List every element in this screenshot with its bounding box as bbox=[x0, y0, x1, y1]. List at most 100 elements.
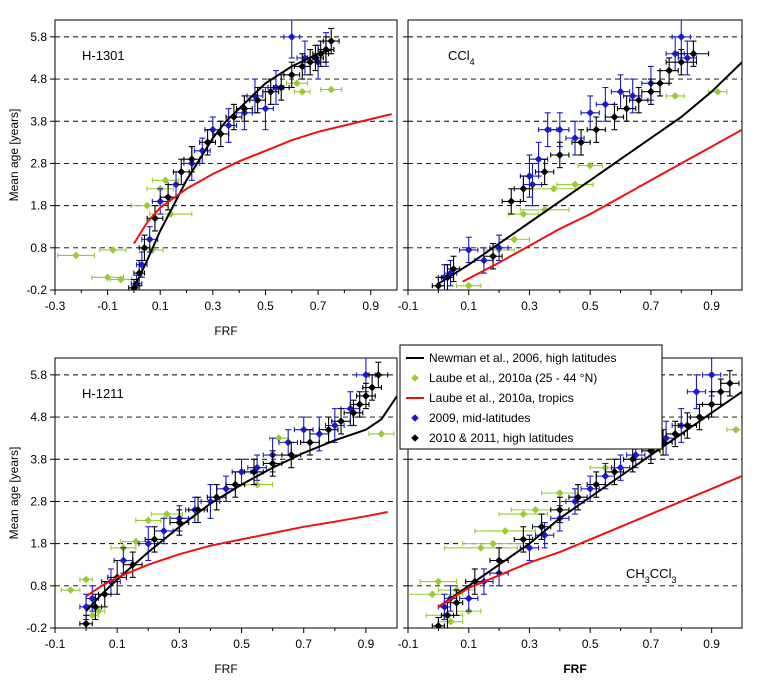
data-point-high_latitudes_2010_2011 bbox=[140, 243, 149, 252]
data-point-laube_midlat bbox=[519, 510, 528, 519]
x-tick-label: 0.1 bbox=[460, 299, 477, 313]
data-point-high_latitudes_2010_2011 bbox=[305, 438, 314, 447]
data-point-high_latitudes_2010_2011 bbox=[725, 379, 734, 388]
data-point-high_latitudes_2010_2011 bbox=[555, 505, 564, 514]
x-tick-label: 0.9 bbox=[362, 299, 379, 313]
data-point-high_latitudes_2010_2011 bbox=[287, 70, 296, 79]
data-point-mid_latitudes_2009 bbox=[628, 91, 637, 100]
data-point-high_latitudes_2010_2011 bbox=[555, 151, 564, 159]
data-point-laube_midlat bbox=[131, 537, 140, 546]
data-point-high_latitudes_2010_2011 bbox=[374, 370, 383, 379]
data-point-high_latitudes_2010_2011 bbox=[622, 104, 631, 113]
data-point-mid_latitudes_2009 bbox=[284, 438, 293, 447]
data-point-high_latitudes_2010_2011 bbox=[677, 58, 686, 67]
data-point-high_latitudes_2010_2011 bbox=[519, 184, 528, 193]
data-point-high_latitudes_2010_2011 bbox=[82, 619, 91, 628]
x-tick-label: -0.3 bbox=[45, 299, 66, 313]
legend-label-laube_tropics: Laube et al., 2010a, tropics bbox=[429, 391, 574, 405]
panel-label: H-1301 bbox=[82, 48, 125, 63]
x-tick-label: 0.1 bbox=[460, 637, 477, 651]
series-mid_latitudes_2009 bbox=[79, 358, 376, 621]
legend-label-high_latitudes_2010_2011: 2010 & 2011, high latitudes bbox=[429, 431, 574, 445]
series-high_latitudes_2010_2011 bbox=[431, 40, 710, 290]
series-line-laube_tropics bbox=[437, 475, 742, 608]
x-tick-label: 0.9 bbox=[703, 299, 720, 313]
data-point-high_latitudes_2010_2011 bbox=[216, 129, 225, 138]
data-point-high_latitudes_2010_2011 bbox=[327, 37, 336, 46]
data-point-mid_latitudes_2009 bbox=[464, 245, 473, 254]
data-point-high_latitudes_2010_2011 bbox=[716, 387, 725, 396]
data-point-laube_midlat bbox=[464, 281, 473, 290]
data-point-high_latitudes_2010_2011 bbox=[628, 455, 637, 464]
x-tick-label: 0.3 bbox=[521, 299, 538, 313]
data-point-high_latitudes_2010_2011 bbox=[707, 400, 716, 409]
series-line-laube_tropics bbox=[85, 511, 388, 598]
data-point-mid_latitudes_2009 bbox=[525, 172, 534, 181]
plot-area bbox=[431, 20, 742, 290]
x-tick-label: 0.3 bbox=[521, 637, 538, 651]
x-tick-label: -0.1 bbox=[398, 637, 419, 651]
data-point-mid_latitudes_2009 bbox=[224, 121, 233, 130]
data-point-mid_latitudes_2009 bbox=[601, 100, 610, 109]
data-point-mid_latitudes_2009 bbox=[479, 256, 488, 265]
series-mid_latitudes_2009 bbox=[130, 20, 335, 290]
x-tick-label: 0.5 bbox=[582, 299, 599, 313]
series-line-newman bbox=[437, 61, 742, 285]
data-point-mid_latitudes_2009 bbox=[145, 235, 154, 244]
data-point-laube_midlat bbox=[510, 235, 519, 244]
data-point-laube_midlat bbox=[66, 586, 75, 594]
x-axis-label: FRF bbox=[214, 324, 237, 338]
data-point-high_latitudes_2010_2011 bbox=[129, 283, 138, 290]
plot-area bbox=[408, 358, 742, 628]
data-point-mid_latitudes_2009 bbox=[534, 155, 543, 164]
panel-3: -0.1 0.1 0.3 0.5 0.7 0.9 -0.2 0.8 1.8 2.8 3.8 4.8 5.… bbox=[7, 357, 398, 676]
data-point-laube_midlat bbox=[161, 176, 170, 185]
data-point-mid_latitudes_2009 bbox=[555, 125, 564, 134]
data-point-mid_latitudes_2009 bbox=[616, 87, 625, 96]
plot-area bbox=[60, 358, 397, 628]
data-point-high_latitudes_2010_2011 bbox=[361, 392, 370, 400]
data-point-mid_latitudes_2009 bbox=[683, 54, 692, 62]
data-point-high_latitudes_2010_2011 bbox=[349, 408, 358, 417]
data-point-mid_latitudes_2009 bbox=[159, 527, 168, 535]
data-point-high_latitudes_2010_2011 bbox=[537, 522, 546, 531]
series-laube_midlat bbox=[456, 87, 728, 290]
data-point-mid_latitudes_2009 bbox=[172, 180, 180, 189]
data-point-high_latitudes_2010_2011 bbox=[177, 167, 186, 176]
data-point-mid_latitudes_2009 bbox=[601, 472, 610, 481]
data-point-mid_latitudes_2009 bbox=[543, 125, 552, 134]
data-point-laube_midlat bbox=[571, 180, 579, 189]
data-point-mid_latitudes_2009 bbox=[495, 243, 504, 252]
x-axis-label: FRF bbox=[563, 662, 586, 676]
data-point-mid_latitudes_2009 bbox=[692, 387, 701, 396]
y-tick-label: 3.8 bbox=[30, 114, 47, 128]
data-point-high_latitudes_2010_2011 bbox=[540, 167, 549, 176]
legend-marker-mid_latitudes_2009 bbox=[411, 414, 419, 422]
data-point-laube_midlat bbox=[671, 91, 680, 100]
series-line-laube_tropics bbox=[133, 113, 392, 245]
data-point-high_latitudes_2010_2011 bbox=[250, 467, 258, 476]
data-point-mid_latitudes_2009 bbox=[586, 108, 595, 117]
series-line-newman bbox=[133, 48, 332, 287]
legend: Newman et al., 2006, high latitudes Laube… bbox=[399, 344, 663, 450]
data-point-high_latitudes_2010_2011 bbox=[337, 417, 345, 426]
x-tick-label: 0.7 bbox=[643, 637, 660, 651]
x-tick-label: 0.7 bbox=[643, 299, 660, 313]
data-point-high_latitudes_2010_2011 bbox=[277, 83, 286, 92]
data-point-high_latitudes_2010_2011 bbox=[443, 611, 452, 620]
x-tick-label: 0.3 bbox=[205, 299, 222, 313]
panel-label: CCl4 bbox=[448, 48, 475, 67]
data-point-laube_midlat bbox=[519, 210, 528, 219]
data-point-high_latitudes_2010_2011 bbox=[689, 49, 698, 58]
panel-2: -0.1 0.1 0.3 0.5 0.7 0.9 CCl4 bbox=[398, 19, 743, 313]
data-point-mid_latitudes_2009 bbox=[222, 484, 230, 493]
data-point-mid_latitudes_2009 bbox=[330, 421, 339, 430]
data-point-laube_midlat bbox=[501, 527, 510, 535]
x-tick-label: 0.3 bbox=[171, 637, 188, 651]
plot-frame bbox=[54, 357, 398, 629]
y-tick-label: 5.8 bbox=[30, 368, 47, 382]
x-tick-label: 0.5 bbox=[582, 637, 599, 651]
data-point-high_latitudes_2010_2011 bbox=[449, 264, 458, 273]
series-high_latitudes_2010_2011 bbox=[128, 27, 340, 290]
data-point-mid_latitudes_2009 bbox=[315, 429, 324, 438]
